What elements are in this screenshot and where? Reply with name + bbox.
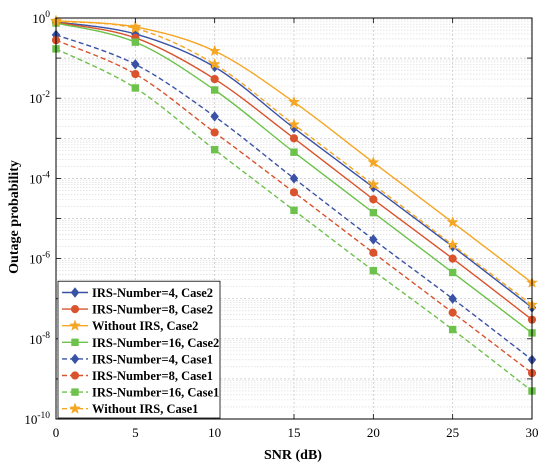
legend-item-irs-number-16-case1: IRS-Number=16, Case1 <box>62 386 219 400</box>
data-point-irs-number-8-case2 <box>210 74 219 84</box>
x-tick-label: 10 <box>208 425 221 440</box>
data-point-irs-number-8-case1 <box>448 308 457 317</box>
legend-item-irs-number-16-case2: IRS-Number=16, Case2 <box>62 336 219 350</box>
data-point-irs-number-8-case1 <box>289 188 299 197</box>
x-tick-label: 20 <box>367 425 380 440</box>
legend-label: IRS-Number=16, Case2 <box>92 336 219 350</box>
data-point-irs-number-16-case1 <box>369 266 378 275</box>
data-point-without-irs-case2 <box>446 216 459 228</box>
data-point-irs-number-16-case2 <box>131 38 140 46</box>
data-point-irs-number-16-case1 <box>448 325 457 334</box>
data-point-irs-number-4-case1 <box>131 59 140 70</box>
legend-item-irs-number-4-case1: IRS-Number=4, Case1 <box>62 352 213 366</box>
legend-marker <box>70 353 80 365</box>
data-point-without-irs-case1 <box>287 118 301 130</box>
legend-box <box>57 280 221 419</box>
data-point-irs-number-16-case1 <box>290 206 298 215</box>
legend-marker <box>70 287 80 298</box>
legend-marker <box>70 371 80 380</box>
y-tick-labels: 100 10-2 10-4 10-6 10-8 10-10 <box>24 10 50 427</box>
series-irs-number-16-case1 <box>52 45 536 395</box>
data-point-without-irs-case1 <box>208 57 221 70</box>
legend-item-without-irs-case1: Without IRS, Case1 <box>62 402 198 416</box>
legend-label: IRS-Number=16, Case1 <box>92 386 219 400</box>
legend-item-irs-number-8-case2: IRS-Number=8, Case2 <box>62 303 213 317</box>
data-point-without-irs-case2 <box>367 156 380 168</box>
y-tick-label: 10-4 <box>29 170 50 186</box>
data-point-irs-number-8-case1 <box>210 128 219 137</box>
data-point-irs-number-16-case2 <box>369 208 378 217</box>
data-point-irs-number-16-case2 <box>448 268 457 277</box>
legend-marker <box>68 402 82 414</box>
data-point-irs-number-4-case1 <box>448 293 457 304</box>
y-tick-label: 10-10 <box>24 411 50 427</box>
legend-label: IRS-Number=4, Case2 <box>92 286 213 300</box>
data-point-irs-number-8-case1 <box>131 69 140 79</box>
data-point-irs-number-16-case1 <box>131 84 140 92</box>
data-point-irs-number-4-case1 <box>369 234 378 245</box>
legend-label: IRS-Number=8, Case2 <box>92 303 213 317</box>
data-point-without-irs-case1 <box>129 22 142 34</box>
x-tick-label: 15 <box>288 425 301 440</box>
series-layer <box>49 14 539 395</box>
data-point-irs-number-8-case2 <box>289 134 299 143</box>
x-tick-label: 5 <box>132 425 139 440</box>
x-tick-label: 0 <box>53 425 60 440</box>
y-tick-label: 100 <box>32 10 50 26</box>
legend-marker <box>71 338 79 347</box>
y-tick-label: 10-2 <box>29 90 50 106</box>
legend-marker <box>71 388 79 396</box>
legend-item-without-irs-case2: Without IRS, Case2 <box>62 319 198 333</box>
data-point-without-irs-case2 <box>287 95 301 108</box>
legend-label: Without IRS, Case1 <box>92 402 198 416</box>
data-point-without-irs-case1 <box>367 178 380 190</box>
data-point-irs-number-4-case1 <box>210 111 219 122</box>
series-irs-number-8-case2 <box>51 18 537 324</box>
y-tick-label: 10-6 <box>29 251 50 267</box>
legend-item-irs-number-4-case2: IRS-Number=4, Case2 <box>62 286 213 300</box>
legend-label: IRS-Number=4, Case1 <box>92 352 213 366</box>
data-point-irs-number-16-case1 <box>210 145 219 154</box>
data-point-without-irs-case2 <box>208 44 221 57</box>
x-tick-label: 25 <box>446 425 459 440</box>
data-point-irs-number-8-case2 <box>369 195 378 204</box>
legend-label: Without IRS, Case2 <box>92 319 198 333</box>
data-point-irs-number-4-case1 <box>289 173 299 184</box>
data-point-irs-number-16-case2 <box>210 86 219 94</box>
x-axis-label: SNR (dB) <box>264 448 322 463</box>
data-point-irs-number-8-case1 <box>369 248 378 257</box>
data-point-irs-number-8-case2 <box>448 254 457 263</box>
y-tick-label: 10-8 <box>29 331 50 347</box>
legend-label: IRS-Number=8, Case1 <box>92 369 213 383</box>
legend: IRS-Number=4, Case2 IRS-Number=8, Case2 Wi… <box>57 280 221 419</box>
series-irs-number-8-case1 <box>51 36 537 378</box>
legend-marker <box>68 319 82 331</box>
data-point-without-irs-case1 <box>446 238 459 250</box>
x-tick-label: 30 <box>526 425 539 440</box>
data-point-irs-number-16-case2 <box>290 148 298 156</box>
y-axis-label: Outage probability <box>7 160 22 274</box>
x-tick-labels: 0 5 10 15 20 25 30 <box>53 425 539 440</box>
legend-marker <box>70 305 80 314</box>
legend-item-irs-number-8-case1: IRS-Number=8, Case1 <box>62 369 213 383</box>
